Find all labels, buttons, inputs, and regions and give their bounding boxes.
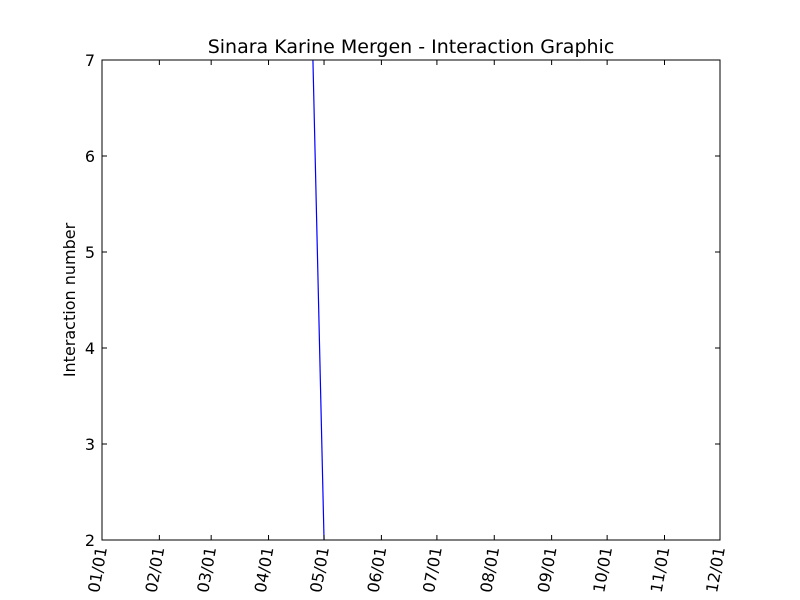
- x-tick-label: 08/01: [476, 545, 503, 594]
- x-tick-label: 05/01: [306, 545, 333, 594]
- chart-title: Sinara Karine Mergen - Interaction Graph…: [208, 36, 615, 58]
- x-tick-label: 01/01: [84, 545, 111, 594]
- x-tick-label: 03/01: [193, 545, 220, 594]
- y-tick-label: 5: [85, 243, 95, 262]
- y-tick-label: 7: [85, 51, 95, 70]
- x-tick-label: 10/01: [589, 545, 616, 594]
- x-tick-label: 06/01: [364, 545, 391, 594]
- x-tick-label: 02/01: [142, 545, 169, 594]
- y-axis: 2 3 4 5 6 7: [85, 51, 720, 550]
- x-tick-label: 12/01: [702, 545, 729, 594]
- y-tick-label: 2: [85, 531, 95, 550]
- x-tick-label: 04/01: [251, 545, 278, 594]
- x-tick-label: 09/01: [534, 545, 561, 594]
- x-tick-label: 07/01: [419, 545, 446, 594]
- x-tick-label: 11/01: [647, 545, 674, 594]
- y-tick-label: 4: [85, 339, 95, 358]
- y-axis-label: Interaction number: [60, 222, 79, 377]
- plot-frame: [101, 59, 721, 541]
- plot-area: [312, 60, 325, 540]
- y-tick-label: 6: [85, 147, 95, 166]
- y-tick-label: 3: [85, 435, 95, 454]
- x-axis: 01/01 02/01 03/01 04/01 05/01 06/01 07/01 08/01…: [84, 60, 729, 594]
- series-line: [312, 60, 325, 540]
